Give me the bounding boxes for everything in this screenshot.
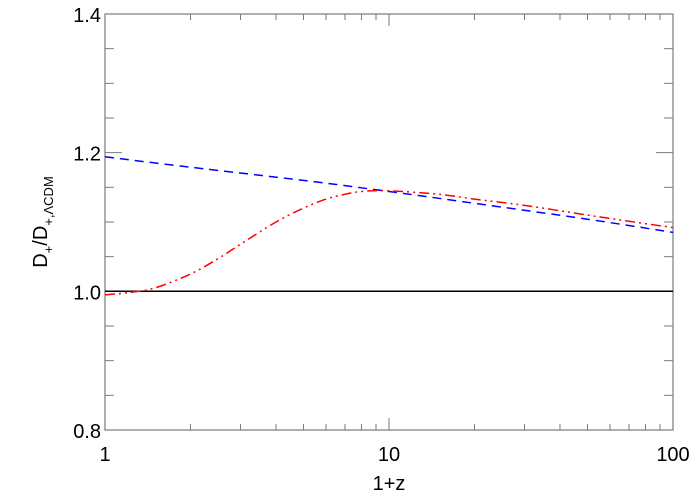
x-tick-label: 10 [378, 444, 400, 466]
series-line-2 [104, 189, 674, 296]
x-tick-labels: 1 10 100 [99, 444, 689, 466]
data-series [104, 156, 674, 296]
y-label-main: D [30, 253, 52, 267]
x-tick-label: 1 [99, 444, 110, 466]
y-axis-label: D+/D+,ΛCDM [30, 176, 56, 268]
axis-ticks [104, 13, 673, 431]
svg-text:D+/D+,ΛCDM: D+/D+,ΛCDM [30, 176, 56, 268]
series-line-1 [104, 156, 674, 234]
y-label-slash: /D [30, 226, 52, 246]
y-tick-labels: 0.8 1.0 1.2 1.4 [73, 5, 101, 443]
plot-frame [104, 13, 674, 431]
x-tick-label: 100 [656, 444, 689, 466]
y-label-sub1: + [41, 246, 56, 254]
plot-border [104, 13, 674, 431]
x-axis-label: 1+z [373, 473, 406, 495]
y-label-sub2: +,ΛCDM [41, 176, 56, 226]
y-tick-label: 0.8 [73, 421, 101, 443]
y-tick-label: 1.0 [73, 282, 101, 304]
y-tick-label: 1.4 [73, 5, 101, 27]
y-tick-label: 1.2 [73, 144, 101, 166]
